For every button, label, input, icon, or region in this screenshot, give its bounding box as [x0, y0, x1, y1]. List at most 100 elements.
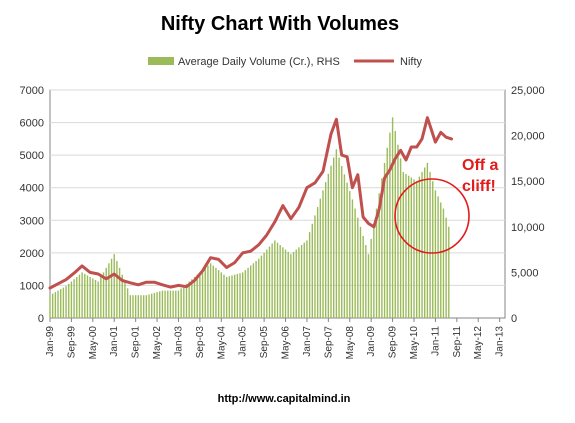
right-tick-label: 25,000 — [511, 85, 545, 97]
volume-bar — [445, 217, 447, 318]
volume-bar — [308, 232, 311, 318]
volume-bar — [204, 267, 206, 318]
volume-bar — [424, 167, 426, 318]
volume-bar — [84, 273, 86, 318]
volume-bar — [188, 281, 190, 318]
volume-bar — [306, 240, 308, 318]
volume-bar — [426, 162, 429, 318]
volume-bar — [172, 290, 174, 318]
right-tick-label: 15,000 — [511, 176, 545, 188]
nifty-series — [48, 116, 453, 290]
volume-bar — [105, 267, 107, 318]
volume-bar — [223, 274, 225, 318]
volume-bar — [124, 281, 126, 318]
volume-bar — [282, 247, 284, 318]
right-tick-label: 0 — [511, 313, 517, 325]
volume-bar — [263, 252, 265, 318]
volume-bar — [73, 279, 75, 318]
volume-bar — [327, 173, 330, 318]
volume-bar — [236, 273, 239, 318]
volume-bar — [373, 223, 375, 318]
volume-bar — [330, 165, 332, 318]
volume-bar — [266, 249, 268, 318]
left-axis: 0 1000 2000 3000 4000 5000 6000 7000 — [20, 85, 44, 325]
volume-bar — [316, 207, 319, 318]
volume-bar — [177, 290, 180, 318]
volume-bar — [260, 255, 263, 318]
x-tick-label: Sep-03 — [195, 326, 206, 359]
volume-bar — [386, 147, 388, 318]
volume-bar — [153, 292, 156, 318]
volume-bar — [199, 272, 201, 318]
volume-bar — [367, 254, 370, 318]
volume-bar — [180, 288, 182, 318]
volume-bar — [113, 254, 115, 318]
volume-bar — [156, 292, 158, 318]
volume-bar — [359, 226, 362, 318]
volume-bar — [209, 263, 212, 318]
volume-bar — [252, 263, 255, 318]
volume-bar — [362, 235, 364, 318]
volume-bar — [284, 249, 287, 318]
volume-bar — [121, 274, 123, 318]
volume-bar — [60, 289, 62, 318]
volume-bar — [94, 280, 97, 318]
volume-bar — [228, 276, 231, 318]
volume-bar — [378, 193, 380, 318]
left-tick-label: 7000 — [20, 85, 44, 97]
x-tick-label: Jan-07 — [302, 326, 313, 357]
volume-bar — [242, 272, 244, 318]
x-tick-label: Jan-13 — [495, 326, 506, 357]
volume-bar — [322, 190, 324, 318]
volume-bar — [215, 267, 217, 318]
volume-bar — [383, 162, 386, 318]
volume-bar — [279, 245, 281, 318]
x-tick-label: May-08 — [345, 326, 356, 360]
right-axis: 0 5,000 10,000 15,000 20,000 25,000 — [511, 85, 545, 325]
footer-url: http://www.capitalmind.in — [218, 393, 351, 405]
x-tick-label: Sep-11 — [452, 326, 463, 358]
volume-bar — [148, 294, 150, 318]
annotation-text-line1: Off a — [462, 157, 499, 174]
x-tick-label: May-10 — [409, 326, 420, 360]
volume-bar — [311, 223, 313, 318]
right-tick-label: 5,000 — [511, 267, 539, 279]
volume-bar — [159, 291, 161, 318]
x-tick-label: May-02 — [152, 326, 163, 360]
volume-bar — [164, 290, 166, 318]
volume-bar — [391, 117, 394, 318]
volume-bar — [341, 166, 343, 318]
right-tick-label: 10,000 — [511, 222, 545, 234]
volume-bar — [142, 295, 145, 318]
x-tick-label: Jan-09 — [366, 326, 377, 357]
volume-bar — [68, 283, 70, 318]
right-tick-label: 20,000 — [511, 131, 545, 143]
volume-bar — [231, 275, 233, 318]
volume-bar — [421, 172, 423, 318]
volume-bar — [295, 249, 297, 318]
legend: Average Daily Volume (Cr.), RHS Nifty — [148, 56, 423, 68]
volume-bar — [110, 258, 113, 318]
volume-bar — [161, 290, 164, 318]
annotation-text-line2: cliff! — [462, 178, 496, 195]
volume-bar — [370, 238, 372, 318]
x-tick-label: Sep-05 — [259, 326, 270, 359]
volume-bar — [324, 182, 327, 318]
chart-title: Nifty Chart With Volumes — [161, 13, 399, 35]
volume-bar — [225, 276, 228, 318]
volume-bar — [258, 258, 260, 318]
volume-bar — [193, 276, 196, 318]
volume-bar — [335, 149, 338, 318]
off-a-cliff-annotation: Off a cliff! — [394, 157, 499, 254]
volume-bar — [129, 295, 131, 318]
volume-bar — [145, 295, 148, 318]
left-tick-label: 2000 — [20, 248, 44, 260]
volume-bar — [49, 295, 51, 318]
volume-bar — [440, 202, 442, 318]
volume-bars — [49, 117, 450, 318]
x-tick-label: Sep-09 — [388, 326, 399, 359]
volume-bar — [268, 246, 271, 318]
volume-bar — [343, 174, 346, 318]
legend-label-nifty: Nifty — [400, 56, 423, 68]
